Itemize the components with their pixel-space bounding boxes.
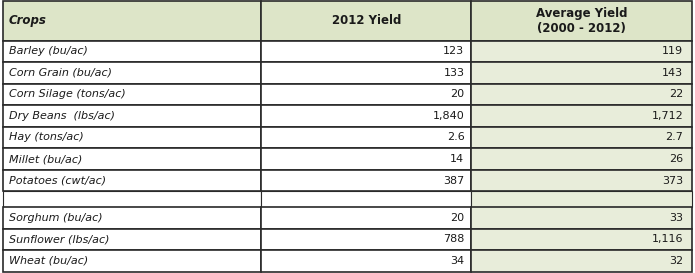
Text: Barley (bu/ac): Barley (bu/ac) [9,46,88,56]
Bar [3,191,261,207]
Bar [471,105,692,127]
Text: 20: 20 [450,213,464,223]
Bar [471,84,692,105]
Text: 22: 22 [669,89,683,99]
Bar [261,207,471,229]
Bar [3,84,261,105]
Bar [261,170,471,191]
Bar [471,170,692,191]
Bar [471,41,692,62]
Text: 1,840: 1,840 [433,111,464,121]
Text: Sorghum (bu/ac): Sorghum (bu/ac) [9,213,103,223]
Bar [261,1,471,41]
Bar [261,191,471,207]
Bar [471,250,692,272]
Bar [3,170,261,191]
Text: 33: 33 [669,213,683,223]
Bar [3,41,261,62]
Text: Corn Silage (tons/ac): Corn Silage (tons/ac) [9,89,126,99]
Bar [471,127,692,148]
Text: 2.7: 2.7 [665,132,683,143]
Bar [261,250,471,272]
Text: 373: 373 [662,176,683,186]
Text: 1,712: 1,712 [651,111,683,121]
Bar [261,148,471,170]
Bar [3,1,261,41]
Text: 788: 788 [443,234,464,244]
Text: 119: 119 [662,46,683,56]
Text: 14: 14 [450,154,464,164]
Bar [3,229,261,250]
Text: 387: 387 [443,176,464,186]
Bar [471,62,692,84]
Text: Millet (bu/ac): Millet (bu/ac) [9,154,83,164]
Text: 2012 Yield: 2012 Yield [332,14,401,28]
Bar [261,105,471,127]
Text: Wheat (bu/ac): Wheat (bu/ac) [9,256,88,266]
Text: 20: 20 [450,89,464,99]
Text: 123: 123 [443,46,464,56]
Bar [261,229,471,250]
Text: Sunflower (lbs/ac): Sunflower (lbs/ac) [9,234,110,244]
Bar [261,84,471,105]
Bar [261,41,471,62]
Text: 143: 143 [662,68,683,78]
Text: 34: 34 [450,256,464,266]
Text: Dry Beans  (lbs/ac): Dry Beans (lbs/ac) [9,111,115,121]
Text: 32: 32 [669,256,683,266]
Text: Corn Grain (bu/ac): Corn Grain (bu/ac) [9,68,112,78]
Bar [3,127,261,148]
Bar [471,1,692,41]
Bar [3,250,261,272]
Text: 1,116: 1,116 [652,234,683,244]
Text: 2.6: 2.6 [447,132,464,143]
Bar [471,191,692,207]
Bar [261,62,471,84]
Bar [3,62,261,84]
Text: 133: 133 [443,68,464,78]
Bar [3,105,261,127]
Text: Average Yield
(2000 - 2012): Average Yield (2000 - 2012) [536,7,627,35]
Text: Crops: Crops [9,14,47,28]
Bar [3,148,261,170]
Bar [471,229,692,250]
Text: 26: 26 [669,154,683,164]
Bar [261,127,471,148]
Text: Hay (tons/ac): Hay (tons/ac) [9,132,84,143]
Bar [471,148,692,170]
Bar [471,207,692,229]
Text: Potatoes (cwt/ac): Potatoes (cwt/ac) [9,176,106,186]
Bar [3,207,261,229]
